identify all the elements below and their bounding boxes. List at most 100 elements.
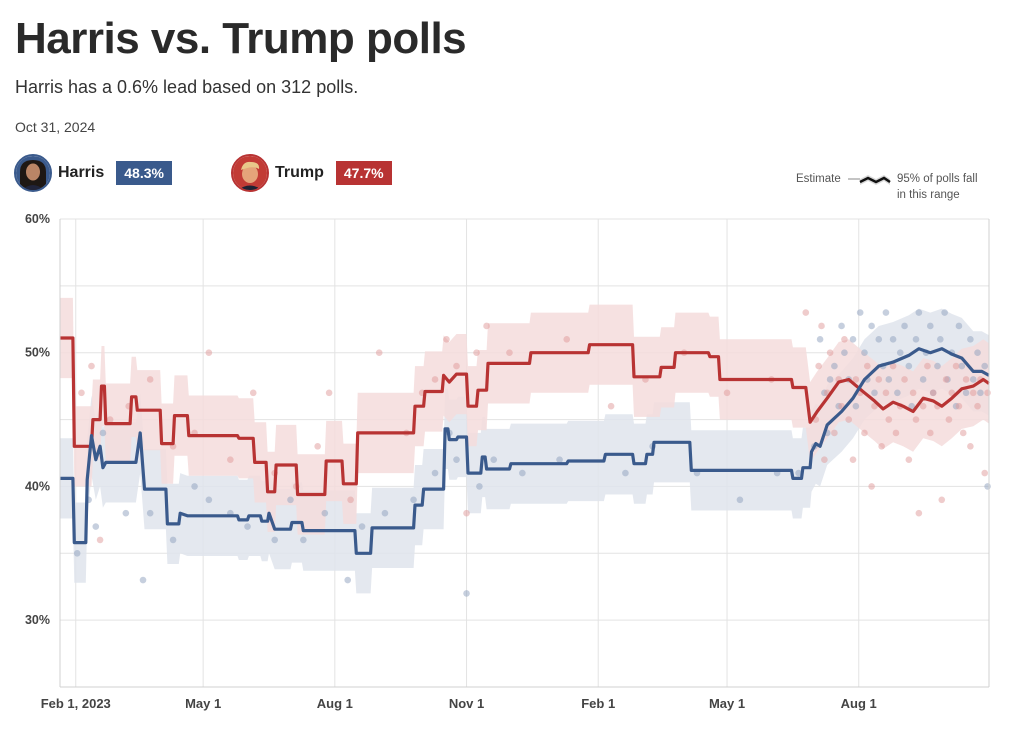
- poll-dot-trump: [563, 336, 571, 343]
- poll-dot-trump: [375, 349, 383, 357]
- trump-avatar: [231, 154, 269, 192]
- person-icon: [16, 156, 50, 190]
- trump-name: Trump: [275, 164, 324, 181]
- legend-estimate-label: Estimate: [796, 173, 841, 185]
- page-subtitle: Harris has a 0.6% lead based on 312 poll…: [15, 77, 359, 97]
- poll-dot-trump: [955, 402, 963, 410]
- poll-dot-trump: [831, 429, 838, 437]
- poll-dot-harris: [463, 590, 470, 597]
- poll-dot-trump: [981, 469, 989, 477]
- poll-dot-harris: [882, 309, 890, 316]
- poll-dot-harris: [816, 336, 824, 343]
- x-tick-label: Nov 1: [449, 696, 484, 711]
- candidate-trump: Trump 47.7%: [231, 153, 392, 193]
- poll-dot-trump: [453, 362, 460, 370]
- poll-dot-trump: [852, 376, 860, 383]
- harris-name: Harris: [58, 164, 105, 181]
- poll-dot-trump: [885, 416, 893, 423]
- poll-dot-harris: [969, 376, 977, 383]
- poll-dot-harris: [490, 456, 498, 463]
- poll-dot-trump: [889, 362, 897, 370]
- poll-dot-trump: [78, 389, 85, 397]
- poll-dot-harris: [99, 429, 107, 437]
- poll-dot-harris: [962, 389, 970, 397]
- poll-dot-harris: [287, 496, 294, 504]
- poll-dot-harris: [139, 576, 147, 584]
- poll-dot-trump: [723, 389, 731, 397]
- estimate-lines: [60, 336, 990, 555]
- poll-dot-trump: [443, 336, 450, 343]
- poll-dot-harris: [736, 496, 744, 504]
- poll-dot-trump: [483, 322, 490, 330]
- poll-dot-harris: [476, 483, 483, 490]
- poll-dot-trump: [924, 362, 931, 370]
- poll-dot-trump: [875, 376, 883, 383]
- poll-dot-harris: [191, 483, 198, 490]
- poll-dot-harris: [519, 469, 526, 477]
- poll-dot-trump: [945, 416, 953, 423]
- poll-dot-harris: [826, 376, 834, 383]
- poll-dot-harris: [967, 336, 974, 343]
- poll-dot-trump: [942, 376, 950, 383]
- poll-dot-trump: [864, 362, 871, 370]
- poll-dot-harris: [885, 376, 893, 383]
- confidence-bands: [60, 297, 989, 594]
- poll-dot-harris: [622, 469, 629, 477]
- poll-dot-trump: [912, 416, 920, 423]
- legend-range-label-2: in this range: [897, 189, 960, 201]
- poll-dot-trump: [841, 336, 848, 343]
- poll-dot-trump: [959, 429, 967, 437]
- chart-axes: Feb 1, 2023 May 1 Aug 1 Nov 1 Feb 1 May 1 Aug …: [25, 212, 990, 711]
- poll-dot-harris: [941, 309, 948, 316]
- poll-dot-harris: [431, 469, 439, 477]
- y-tick-label: 30%: [25, 613, 50, 627]
- poll-dot-harris: [919, 376, 927, 383]
- poll-dot-harris: [908, 402, 916, 410]
- poll-dot-trump: [929, 389, 937, 397]
- poll-dot-trump: [878, 443, 885, 450]
- band-trump: [60, 297, 989, 535]
- poll-dot-harris: [915, 309, 923, 316]
- poll-dot-harris: [205, 496, 213, 504]
- poll-dot-harris: [889, 336, 897, 343]
- poll-dot-harris: [905, 362, 913, 370]
- poll-dot-trump: [861, 429, 868, 437]
- poll-dot-trump: [882, 389, 890, 397]
- poll-dot-harris: [841, 349, 848, 357]
- update-date: Oct 31, 2024: [15, 119, 96, 135]
- poll-dot-trump: [96, 536, 104, 544]
- poll-dot-harris: [300, 536, 307, 544]
- poll-dot-harris: [169, 536, 177, 544]
- poll-dot-trump: [868, 483, 875, 490]
- poll-dot-trump: [88, 362, 95, 370]
- poll-dot-harris: [410, 496, 417, 504]
- poll-dot-trump: [146, 376, 154, 383]
- line-harris: [60, 347, 990, 555]
- poll-dot-trump: [431, 376, 439, 383]
- poll-dot-harris: [912, 336, 920, 343]
- poll-dot-trump: [901, 376, 908, 383]
- poll-dot-harris: [875, 336, 883, 343]
- poll-dot-trump: [962, 376, 970, 383]
- poll-dot-trump: [802, 309, 810, 316]
- poll-dot-harris: [271, 536, 279, 544]
- poll-dot-harris: [856, 309, 864, 316]
- chart-legend: Estimate 95% of polls fall in this range: [790, 170, 1005, 210]
- poll-dot-harris: [849, 336, 857, 343]
- poll-dot-harris: [321, 509, 329, 517]
- y-tick-label: 50%: [25, 346, 50, 360]
- page-title: Harris vs. Trump polls: [15, 14, 467, 63]
- poll-dot-harris: [831, 362, 838, 370]
- trump-value-badge: 47.7%: [335, 161, 392, 185]
- poll-dot-trump: [463, 509, 470, 517]
- poll-dot-harris: [381, 509, 389, 517]
- poll-dot-trump: [969, 389, 977, 397]
- poll-dot-trump: [227, 456, 234, 463]
- poll-dot-harris: [958, 362, 966, 370]
- legend-range-label-1: 95% of polls fall: [897, 173, 978, 185]
- poll-dot-harris: [981, 362, 989, 370]
- poll-dot-harris: [871, 389, 878, 397]
- line-trump: [60, 336, 990, 497]
- x-tick-label: Aug 1: [841, 696, 877, 711]
- poll-dot-trump: [919, 402, 927, 410]
